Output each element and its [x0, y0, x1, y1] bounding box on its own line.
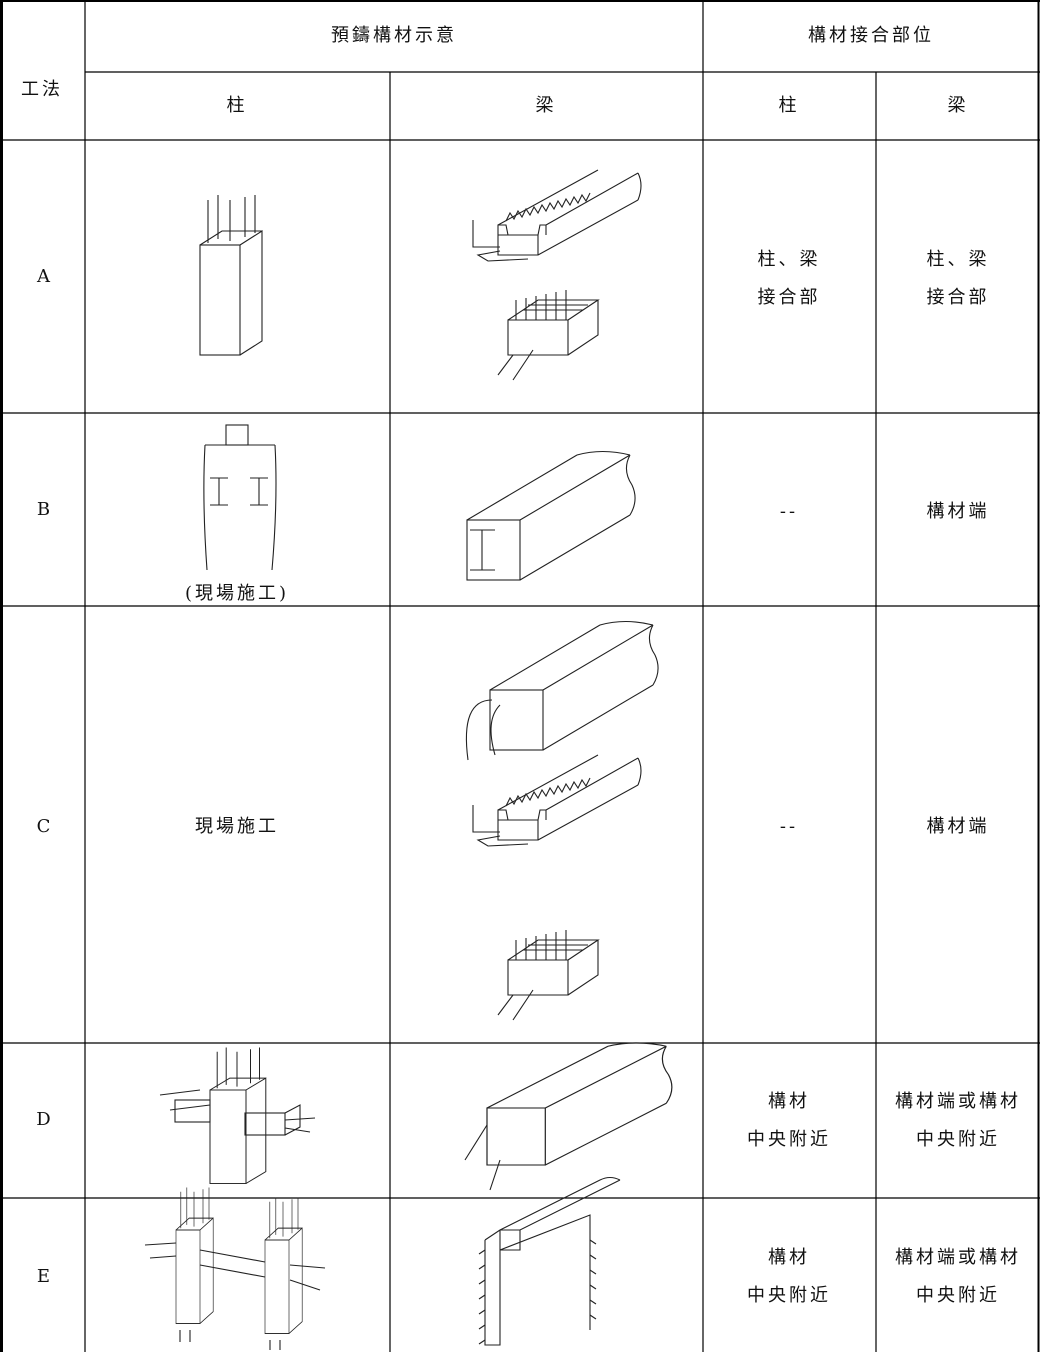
beam-sketch — [472, 754, 642, 847]
header-precast: 預鑄構材示意 — [331, 25, 457, 46]
column-note: (現場施工) — [185, 583, 289, 604]
column-sketch — [199, 194, 263, 356]
header-column: 柱 — [227, 95, 248, 116]
joint-text: 柱、梁 — [758, 249, 821, 270]
beam-sketch — [465, 699, 501, 761]
joint-text: 中央附近 — [747, 1285, 831, 1306]
beam-sketch — [472, 169, 642, 262]
joint-text: 中央附近 — [916, 1129, 1000, 1150]
beam-sketch — [489, 620, 659, 751]
joint-text: 接合部 — [927, 287, 990, 308]
joint-text: 中央附近 — [916, 1285, 1000, 1306]
beam-sketch — [466, 450, 636, 581]
joint-text: 柱、梁 — [927, 249, 990, 270]
beam-sketch — [470, 529, 495, 571]
joint-text: 構材 — [768, 1091, 810, 1112]
joint-text: 構材端 — [927, 816, 990, 837]
method: D — [36, 1109, 53, 1130]
beam-sketch — [486, 1042, 673, 1166]
joint-text: 構材 — [768, 1247, 810, 1268]
joint-text: -- — [780, 501, 798, 522]
column-sketch — [159, 1047, 316, 1184]
joint-text: 構材端 — [927, 501, 990, 522]
beam-sketch — [464, 1124, 501, 1191]
header-beam: 梁 — [536, 95, 557, 116]
header-joint-column: 柱 — [779, 95, 800, 116]
method: A — [36, 266, 53, 287]
header-joint-beam: 梁 — [948, 95, 969, 116]
joint-text: -- — [780, 816, 798, 837]
joint-text: 接合部 — [758, 287, 821, 308]
joint-text: 構材端或構材 — [895, 1247, 1021, 1268]
joint-text: 構材端或構材 — [895, 1091, 1021, 1112]
beam-sketch — [478, 1176, 621, 1346]
method: E — [37, 1266, 53, 1287]
method: B — [37, 499, 53, 520]
joint-text: 中央附近 — [747, 1129, 831, 1150]
column-sketch — [144, 1187, 326, 1350]
column-sketch — [203, 424, 277, 571]
method: C — [37, 816, 54, 837]
beam-sketch — [497, 929, 599, 1021]
beam-sketch — [497, 289, 599, 381]
column-text: 現場施工 — [195, 816, 279, 837]
header-joint: 構材接合部位 — [808, 25, 934, 46]
header-method: 工法 — [21, 79, 63, 100]
